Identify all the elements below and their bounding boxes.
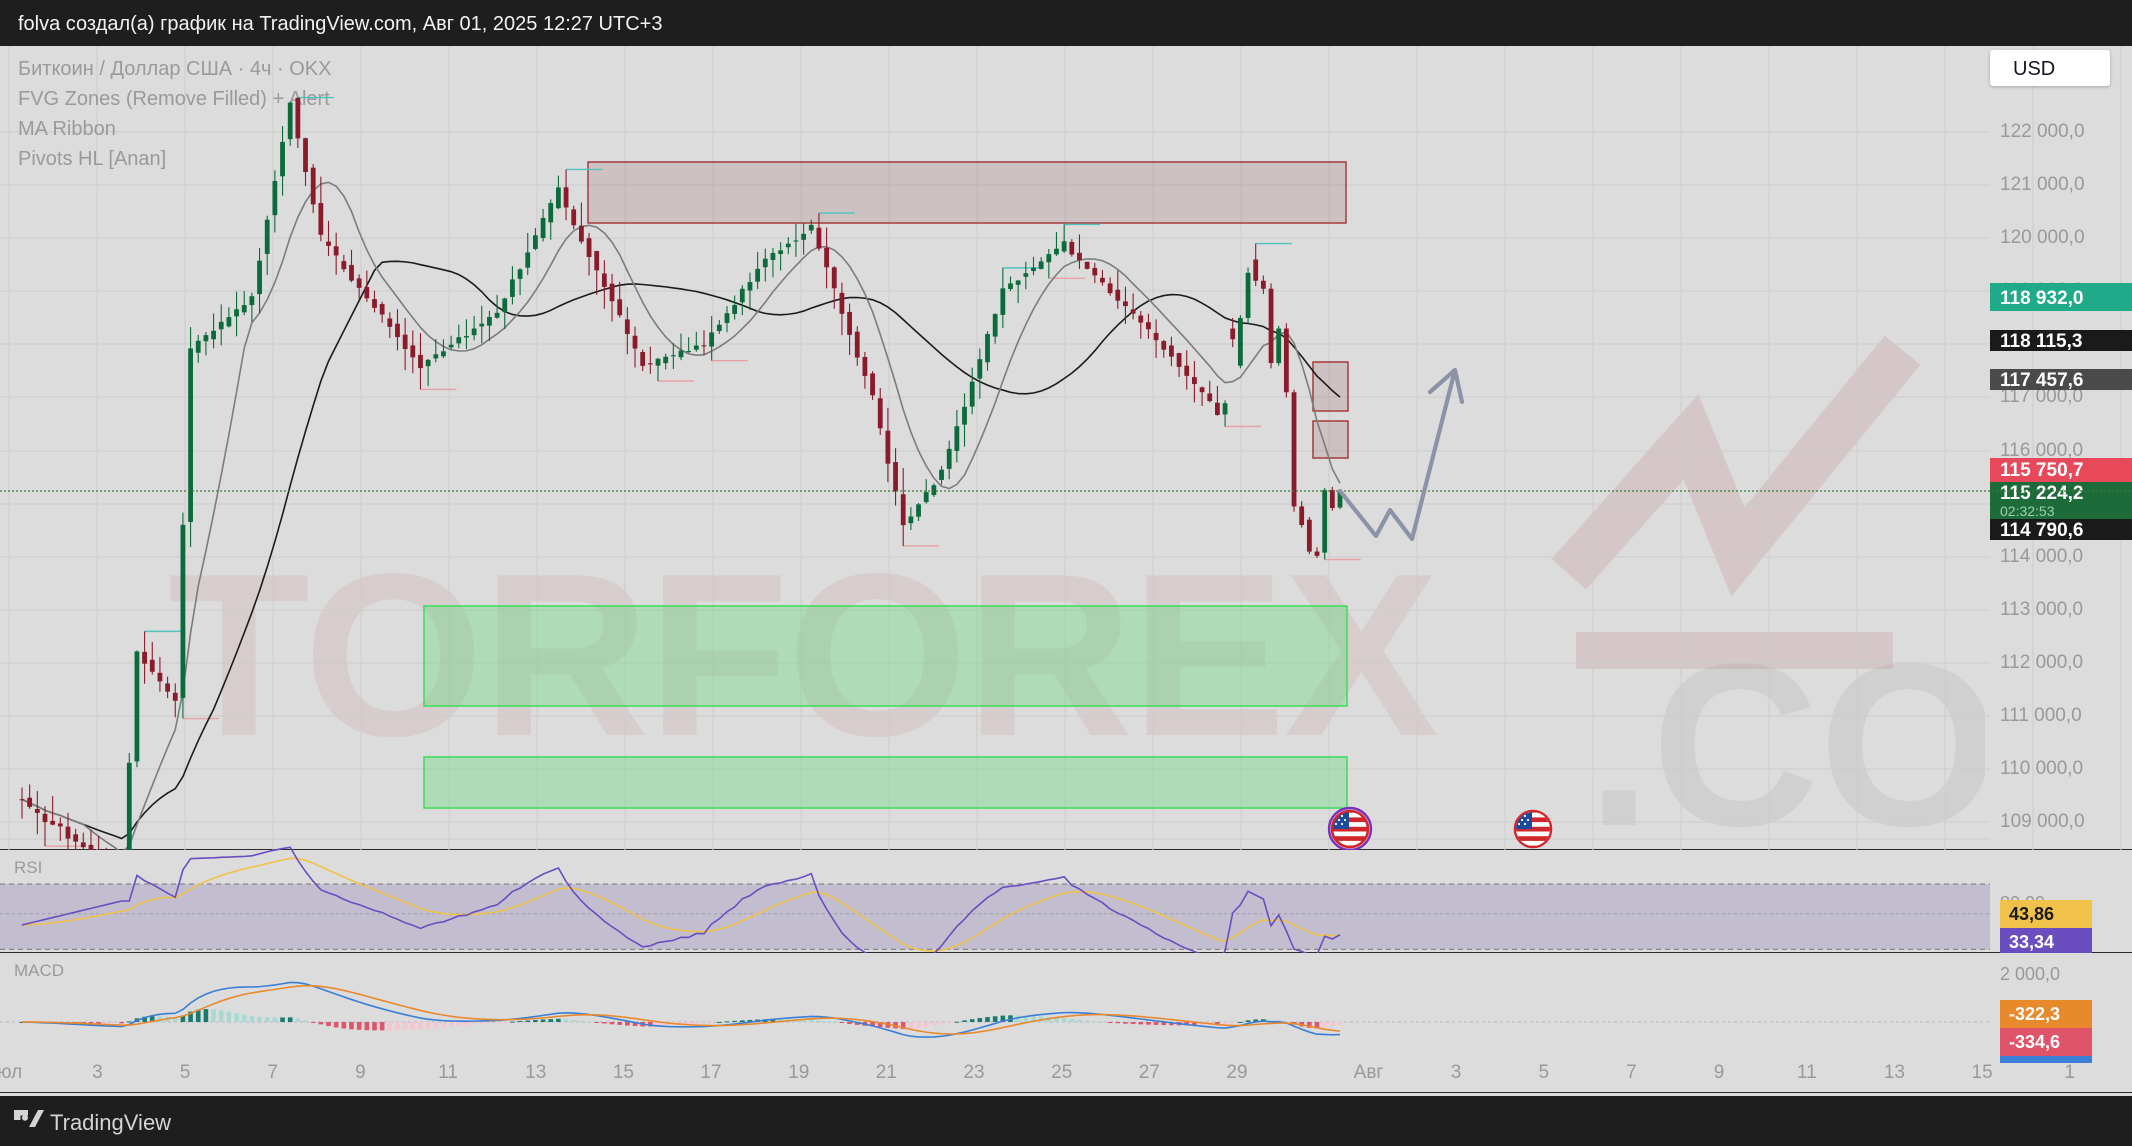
svg-text:3: 3 <box>92 1062 103 1083</box>
svg-text:5: 5 <box>180 1062 191 1083</box>
svg-text:21: 21 <box>876 1062 897 1083</box>
svg-text:11: 11 <box>1797 1062 1817 1083</box>
svg-text:13: 13 <box>1884 1062 1905 1083</box>
svg-text:Авг: Авг <box>1354 1062 1384 1083</box>
svg-text:9: 9 <box>355 1062 366 1083</box>
svg-text:15: 15 <box>613 1062 634 1083</box>
svg-text:7: 7 <box>267 1062 278 1083</box>
svg-text:13: 13 <box>525 1062 546 1083</box>
svg-text:17: 17 <box>700 1062 721 1083</box>
svg-text:3: 3 <box>1451 1062 1462 1083</box>
svg-text:5: 5 <box>1539 1062 1550 1083</box>
svg-text:27: 27 <box>1139 1062 1160 1083</box>
svg-text:7: 7 <box>1626 1062 1637 1083</box>
svg-text:1: 1 <box>2064 1062 2075 1083</box>
svg-text:9: 9 <box>1714 1062 1725 1083</box>
svg-text:25: 25 <box>1051 1062 1072 1083</box>
svg-text:19: 19 <box>788 1062 809 1083</box>
svg-text:29: 29 <box>1226 1062 1247 1083</box>
svg-text:15: 15 <box>1972 1062 1993 1083</box>
svg-text:юл: юл <box>0 1062 22 1083</box>
svg-text:23: 23 <box>963 1062 984 1083</box>
svg-text:11: 11 <box>438 1062 458 1083</box>
